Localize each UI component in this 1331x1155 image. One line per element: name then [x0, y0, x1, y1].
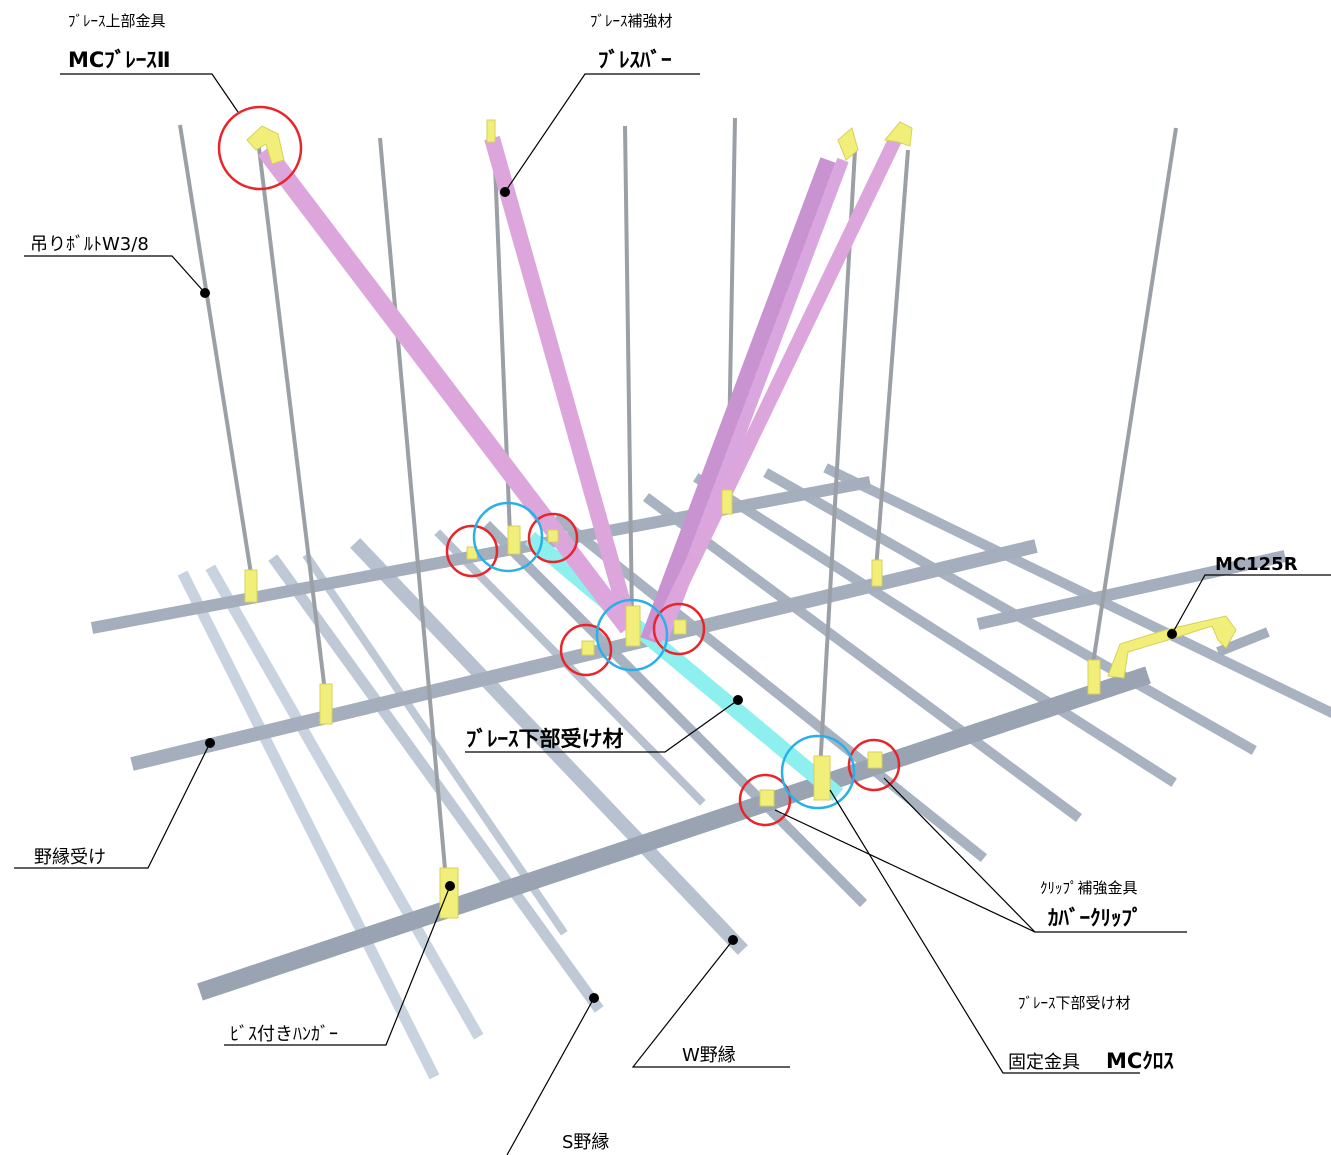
- label-layer: ﾌﾞﾚｰｽ上部金具 MCﾌﾞﾚｰｽⅡ ﾌﾞﾚｰｽ補強材 ﾌﾞﾚｽﾊﾞｰ 吊りﾎﾞ…: [30, 12, 1298, 1153]
- s-furring: [693, 473, 1177, 787]
- leader-screw-hanger: [224, 885, 451, 1046]
- brace-layer: [257, 135, 902, 644]
- leader-hanging-bolt: [24, 255, 206, 294]
- lower-fix-prefix-label: 固定金具: [1008, 1052, 1080, 1073]
- brace-bar: [648, 136, 902, 644]
- mc-brace-ii-fitting: [837, 127, 859, 161]
- noen-uke-channel: [976, 550, 1287, 630]
- s-noen-label: S野縁: [562, 1132, 609, 1153]
- highlight-circle-red: [738, 773, 792, 827]
- hanging-bolt-layer: [178, 117, 1178, 881]
- leader-dot: [589, 993, 599, 1003]
- leader-dot: [733, 695, 743, 705]
- hanging-bolt: [874, 149, 910, 571]
- screw-hanger: [871, 559, 883, 587]
- highlight-circle-red: [527, 512, 579, 564]
- highlight-circle-blue: [780, 734, 856, 810]
- w-furring: [205, 564, 484, 1040]
- screw-hanger: [813, 755, 831, 801]
- brace-top-main-label: MCﾌﾞﾚｰｽⅡ: [68, 48, 171, 72]
- screw-hanger-label: ﾋﾞｽ付きﾊﾝｶﾞｰ: [230, 1024, 338, 1045]
- brace-bar: [484, 135, 638, 631]
- leader-dot: [500, 187, 510, 197]
- brace-bar: [640, 157, 836, 643]
- screw-hanger: [625, 605, 641, 647]
- cover-clip: [581, 640, 595, 656]
- noen-uke-channel: [197, 666, 1151, 1001]
- leader-dot: [728, 935, 738, 945]
- brace-top-sub-label: ﾌﾞﾚｰｽ上部金具: [68, 12, 166, 30]
- brace-reinforce-main-label: ﾌﾞﾚｽﾊﾞｰ: [598, 48, 672, 72]
- s-furring: [823, 463, 1331, 719]
- leader-noen-uke: [14, 742, 211, 869]
- screw-hanger: [244, 569, 258, 603]
- screw-hanger: [507, 525, 521, 555]
- leader-w-noen: [631, 939, 790, 1068]
- leader-mc-cross: [829, 789, 1140, 1074]
- w-noen-label: W野縁: [682, 1045, 736, 1066]
- hanging-bolt: [178, 124, 254, 581]
- leader-dot: [445, 881, 455, 891]
- highlight-circle-red: [445, 524, 499, 578]
- clip-main-label: ｶﾊﾞｰｸﾘｯﾌﾟ: [1048, 906, 1143, 930]
- hanging-bolt: [378, 137, 448, 881]
- highlight-circle-blue: [472, 501, 544, 573]
- hanging-bolt: [256, 139, 328, 701]
- hanging-bolt-label: 吊りﾎﾞﾙﾄW3/8: [30, 234, 149, 255]
- mc-brace-ii-fitting: [486, 119, 496, 143]
- s-furring: [434, 529, 706, 806]
- hanging-bolt: [1090, 127, 1178, 671]
- highlight-circle-blue: [595, 598, 669, 672]
- s-furring: [177, 570, 440, 1080]
- screw-hanger: [319, 683, 333, 725]
- mc-brace-ii-fitting: [246, 125, 285, 165]
- fitting-layer: [244, 119, 1237, 919]
- leader-layer: [14, 73, 1331, 1155]
- furring-layer: [177, 463, 1331, 1080]
- noen-uke-channel: [1216, 627, 1270, 657]
- hanging-bolt: [818, 149, 857, 771]
- hanging-bolt: [623, 125, 634, 621]
- lower-fix-main-label: MCｸﾛｽ: [1106, 1049, 1174, 1073]
- highlight-circle-red: [217, 105, 303, 191]
- highlight-layer: [217, 105, 901, 827]
- highlight-circle-red: [847, 738, 901, 792]
- mc125r-fitting: [1107, 615, 1237, 679]
- highlight-circle-red: [559, 623, 613, 677]
- cover-clip: [759, 789, 775, 807]
- cover-clip: [547, 529, 559, 543]
- cover-clip: [673, 619, 687, 635]
- brace-bar: [257, 144, 636, 634]
- brace-reinforce-sub-label: ﾌﾞﾚｰｽ補強材: [590, 12, 673, 30]
- leader-dot: [200, 288, 210, 298]
- screw-hanger: [439, 867, 459, 919]
- noen-uke-label: 野縁受け: [34, 847, 106, 868]
- leader-brace-bar: [504, 73, 700, 193]
- cover-clip: [867, 751, 883, 769]
- leader-mc125r: [1171, 574, 1331, 635]
- lower-fix-sub-label: ﾌﾞﾚｰｽ下部受け材: [1018, 994, 1131, 1012]
- leader-dot: [1167, 629, 1177, 639]
- s-furring: [643, 493, 1082, 822]
- leader-mc-brace: [60, 73, 239, 113]
- screw-hanger: [1087, 659, 1101, 695]
- mc-brace-ii-fitting: [884, 121, 913, 147]
- s-furring: [482, 520, 868, 908]
- clip-sub-label: ｸﾘｯﾌﾟ補強金具: [1040, 879, 1138, 897]
- mc125r-label: MC125R: [1215, 554, 1298, 575]
- leader-dot: [205, 738, 215, 748]
- leader-dots: [200, 187, 1177, 1003]
- highlight-circle-red: [652, 602, 706, 656]
- noen-uke-channel: [90, 476, 872, 634]
- brace-lower-member-label: ﾌﾞﾚｰｽ下部受け材: [466, 727, 624, 751]
- screw-hanger: [721, 489, 733, 515]
- leader-brace-lower: [465, 699, 739, 753]
- leader-cover-clip: [883, 777, 1036, 933]
- channel-layer: [90, 476, 1287, 1001]
- leader-s-noen: [506, 997, 595, 1155]
